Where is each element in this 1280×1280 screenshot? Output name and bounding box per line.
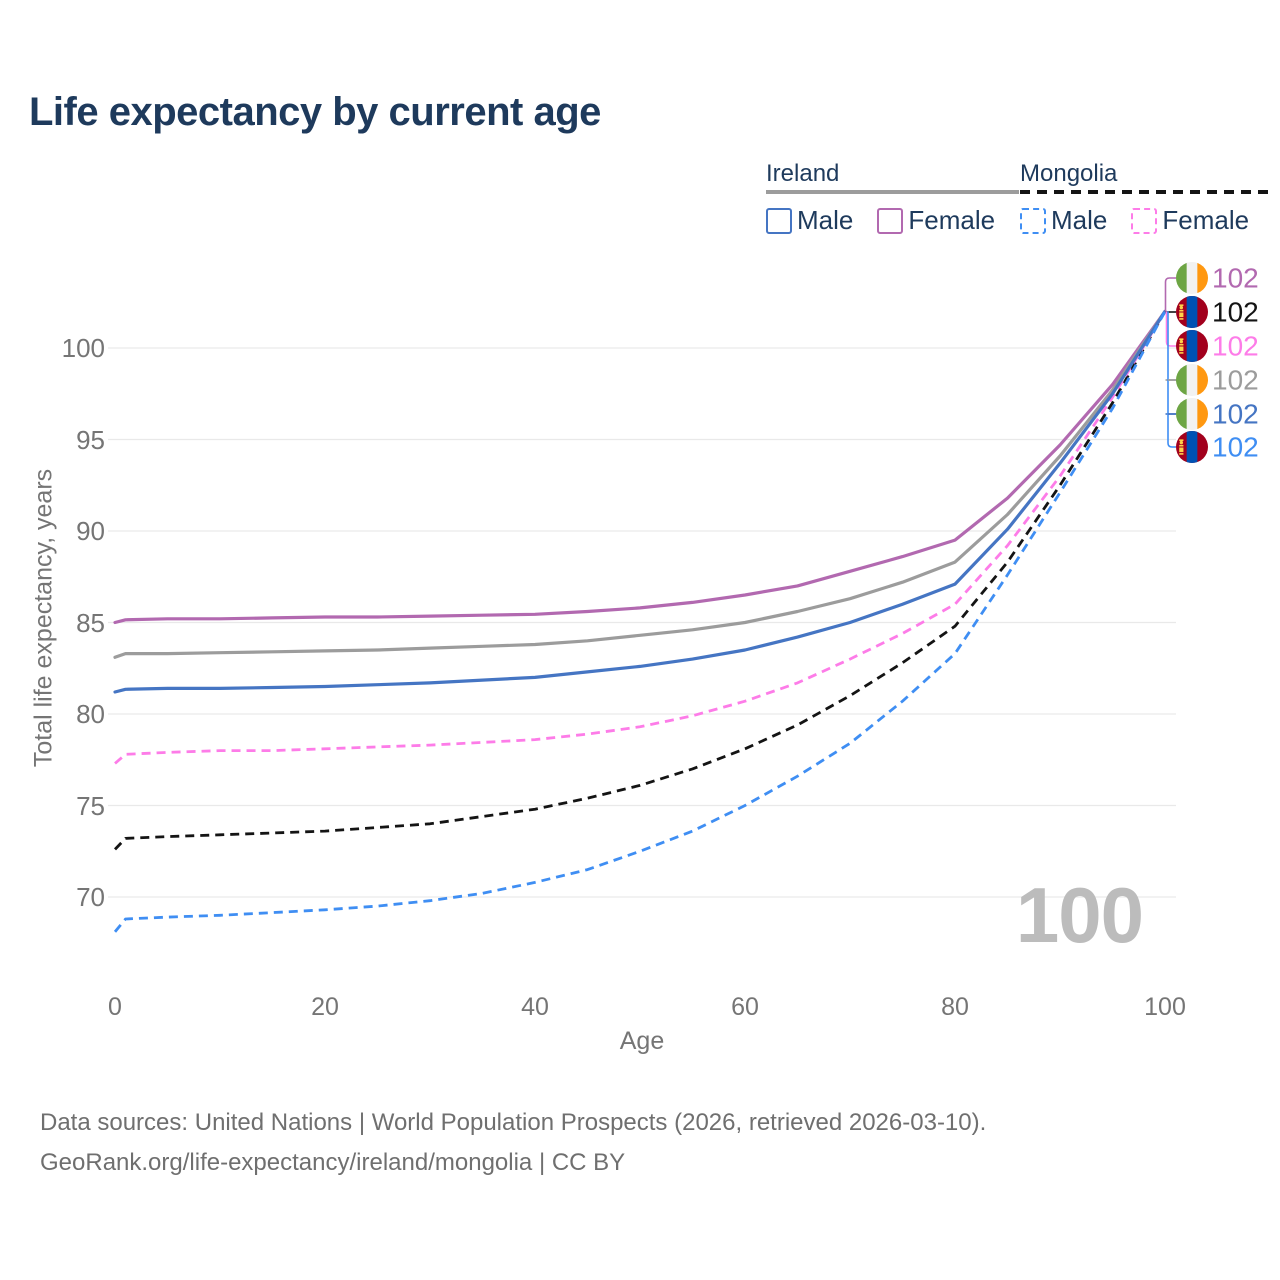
mongolia-female-swatch [1131,207,1158,234]
end-value-label-mongolia-both-sexes: 102 [1212,297,1259,328]
series-line-mongolia-both-sexes [113,310,1167,851]
x-axis-title: Age [619,1027,665,1055]
end-value-label-ireland-both-sexes: 102 [1212,365,1259,396]
x-tick-label: 0 [108,993,122,1021]
ireland-female-swatch [877,207,904,234]
y-tick-label: 85 [76,607,105,638]
end-value-label-ireland-female: 102 [1212,263,1259,294]
y-tick-label: 90 [76,516,105,546]
legend-label: Female [1162,205,1250,235]
y-tick-label: 75 [76,790,105,821]
current-age-watermark: 100 [1015,871,1144,959]
legend-ireland-title[interactable]: Ireland [766,160,840,187]
legend-item-ireland-male[interactable]: Male [766,205,853,236]
y-tick-label: 95 [76,424,105,455]
legend-group-mongolia: Mongolia Male Female [1020,160,1274,236]
legend-label: Male [797,205,854,235]
flag-icon-mongolia [1176,330,1208,362]
legend-item-mongolia-female[interactable]: Female [1131,205,1249,236]
x-tick-label: 40 [521,993,549,1021]
legend-mongolia-title[interactable]: Mongolia [1020,160,1118,187]
flag-icon-mongolia [1176,431,1208,463]
flag-icon-ireland [1176,364,1208,396]
series-line-ireland-male [113,309,1167,694]
legend-group-ireland: Ireland Male Female [766,160,1020,236]
x-tick-label: 80 [941,993,969,1021]
legend-mongolia-items: Male Female [1020,205,1273,236]
legend-ireland-title-wrap[interactable]: Ireland [766,160,1020,194]
legend-label: Female [908,205,996,235]
end-value-label-mongolia-male: 102 [1212,432,1259,463]
x-tick-label: 60 [731,993,759,1021]
end-value-label-mongolia-female: 102 [1212,331,1259,362]
end-value-label-ireland-male: 102 [1212,399,1259,430]
data-sources-note: Data sources: United Nations | World Pop… [40,1109,987,1136]
mongolia-line-style-swatch [1020,190,1274,194]
series-line-mongolia-female [114,310,1167,765]
mongolia-male-swatch [1020,207,1046,234]
y-tick-label: 80 [76,699,105,729]
x-tick-label: 100 [1144,993,1186,1021]
flag-icon-ireland [1176,262,1208,294]
legend-ireland-items: Male Female [766,205,1019,236]
leader-line-mongolia-male [1167,311,1176,448]
series-line-ireland-female [113,309,1167,625]
legend-item-mongolia-male[interactable]: Male [1020,205,1107,236]
ireland-male-swatch [766,207,792,234]
flag-icon-ireland [1176,398,1208,430]
y-tick-label: 100 [61,333,105,363]
legend-label: Male [1051,205,1108,235]
x-tick-label: 20 [311,993,339,1021]
series-line-ireland-both-sexes [113,309,1167,659]
ireland-line-style-swatch [766,190,1020,194]
page-title: Life expectancy by current age [29,90,601,134]
flag-icon-mongolia [1176,296,1208,328]
attribution-link: GeoRank.org/life-expectancy/ireland/mong… [40,1149,626,1176]
leader-line-ireland-female [1164,277,1176,312]
y-tick-label: 70 [76,882,105,912]
legend-item-ireland-female[interactable]: Female [877,205,995,236]
series-line-mongolia-male [113,310,1167,933]
legend-mongolia-title-wrap[interactable]: Mongolia [1020,160,1274,194]
